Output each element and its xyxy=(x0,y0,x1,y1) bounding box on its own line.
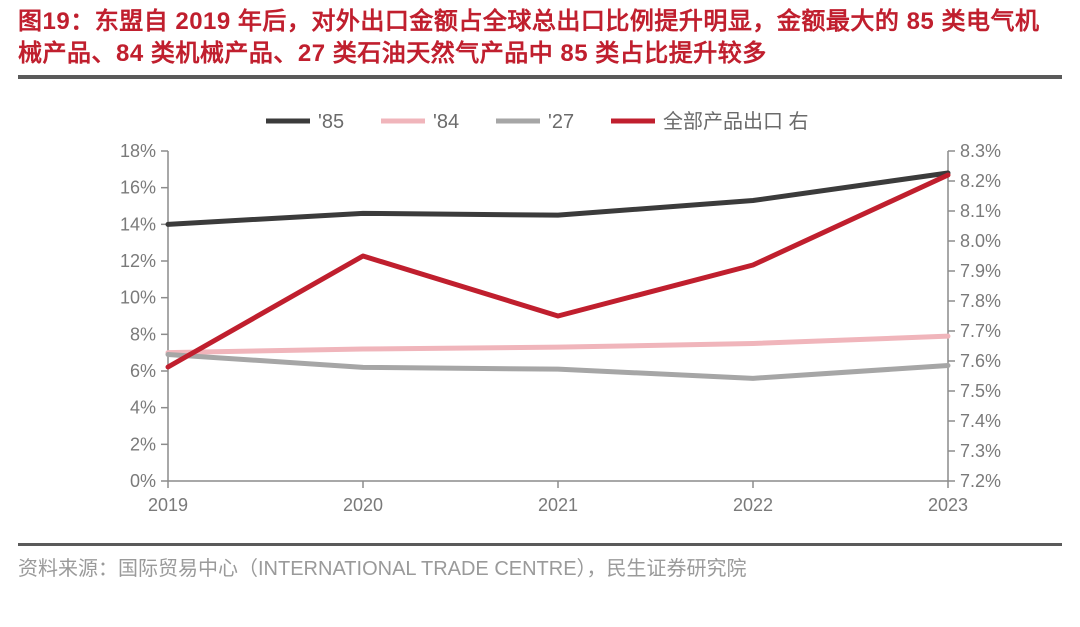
svg-text:2019: 2019 xyxy=(148,495,188,515)
svg-text:4%: 4% xyxy=(130,397,156,417)
svg-text:7.9%: 7.9% xyxy=(960,261,1001,281)
svg-text:7.8%: 7.8% xyxy=(960,291,1001,311)
svg-text:14%: 14% xyxy=(120,214,156,234)
chart-title: 图19：东盟自 2019 年后，对外出口金额占全球总出口比例提升明显，金额最大的… xyxy=(18,6,1062,71)
footer-rule: 资料来源：国际贸易中心（INTERNATIONAL TRADE CENTRE），… xyxy=(18,543,1062,581)
svg-text:7.7%: 7.7% xyxy=(960,321,1001,341)
svg-text:10%: 10% xyxy=(120,287,156,307)
svg-text:全部产品出口 右: 全部产品出口 右 xyxy=(663,110,809,133)
svg-text:16%: 16% xyxy=(120,177,156,197)
chart-title-block: 图19：东盟自 2019 年后，对外出口金额占全球总出口比例提升明显，金额最大的… xyxy=(18,6,1062,79)
svg-text:7.4%: 7.4% xyxy=(960,411,1001,431)
svg-text:18%: 18% xyxy=(120,141,156,161)
svg-text:2021: 2021 xyxy=(538,495,578,515)
svg-text:7.3%: 7.3% xyxy=(960,441,1001,461)
svg-text:7.6%: 7.6% xyxy=(960,351,1001,371)
svg-text:8.3%: 8.3% xyxy=(960,141,1001,161)
svg-text:7.5%: 7.5% xyxy=(960,381,1001,401)
chart-source: 资料来源：国际贸易中心（INTERNATIONAL TRADE CENTRE），… xyxy=(18,552,1062,581)
svg-text:6%: 6% xyxy=(130,361,156,381)
svg-text:'84: '84 xyxy=(433,111,459,133)
svg-text:2023: 2023 xyxy=(928,495,968,515)
svg-text:'85: '85 xyxy=(318,111,344,133)
svg-text:2%: 2% xyxy=(130,434,156,454)
svg-text:8.1%: 8.1% xyxy=(960,201,1001,221)
svg-text:8%: 8% xyxy=(130,324,156,344)
svg-text:2020: 2020 xyxy=(343,495,383,515)
svg-text:12%: 12% xyxy=(120,251,156,271)
svg-text:2022: 2022 xyxy=(733,495,773,515)
line-chart: 0% 2% 4% 6% 8% 10% 12% 14% 16% 18% 7.2% 7.3% 7.4% 7.5… xyxy=(18,81,1062,541)
svg-text:'27: '27 xyxy=(548,111,574,133)
svg-text:0%: 0% xyxy=(130,471,156,491)
svg-text:8.0%: 8.0% xyxy=(960,231,1001,251)
svg-text:8.2%: 8.2% xyxy=(960,171,1001,191)
svg-text:7.2%: 7.2% xyxy=(960,471,1001,491)
